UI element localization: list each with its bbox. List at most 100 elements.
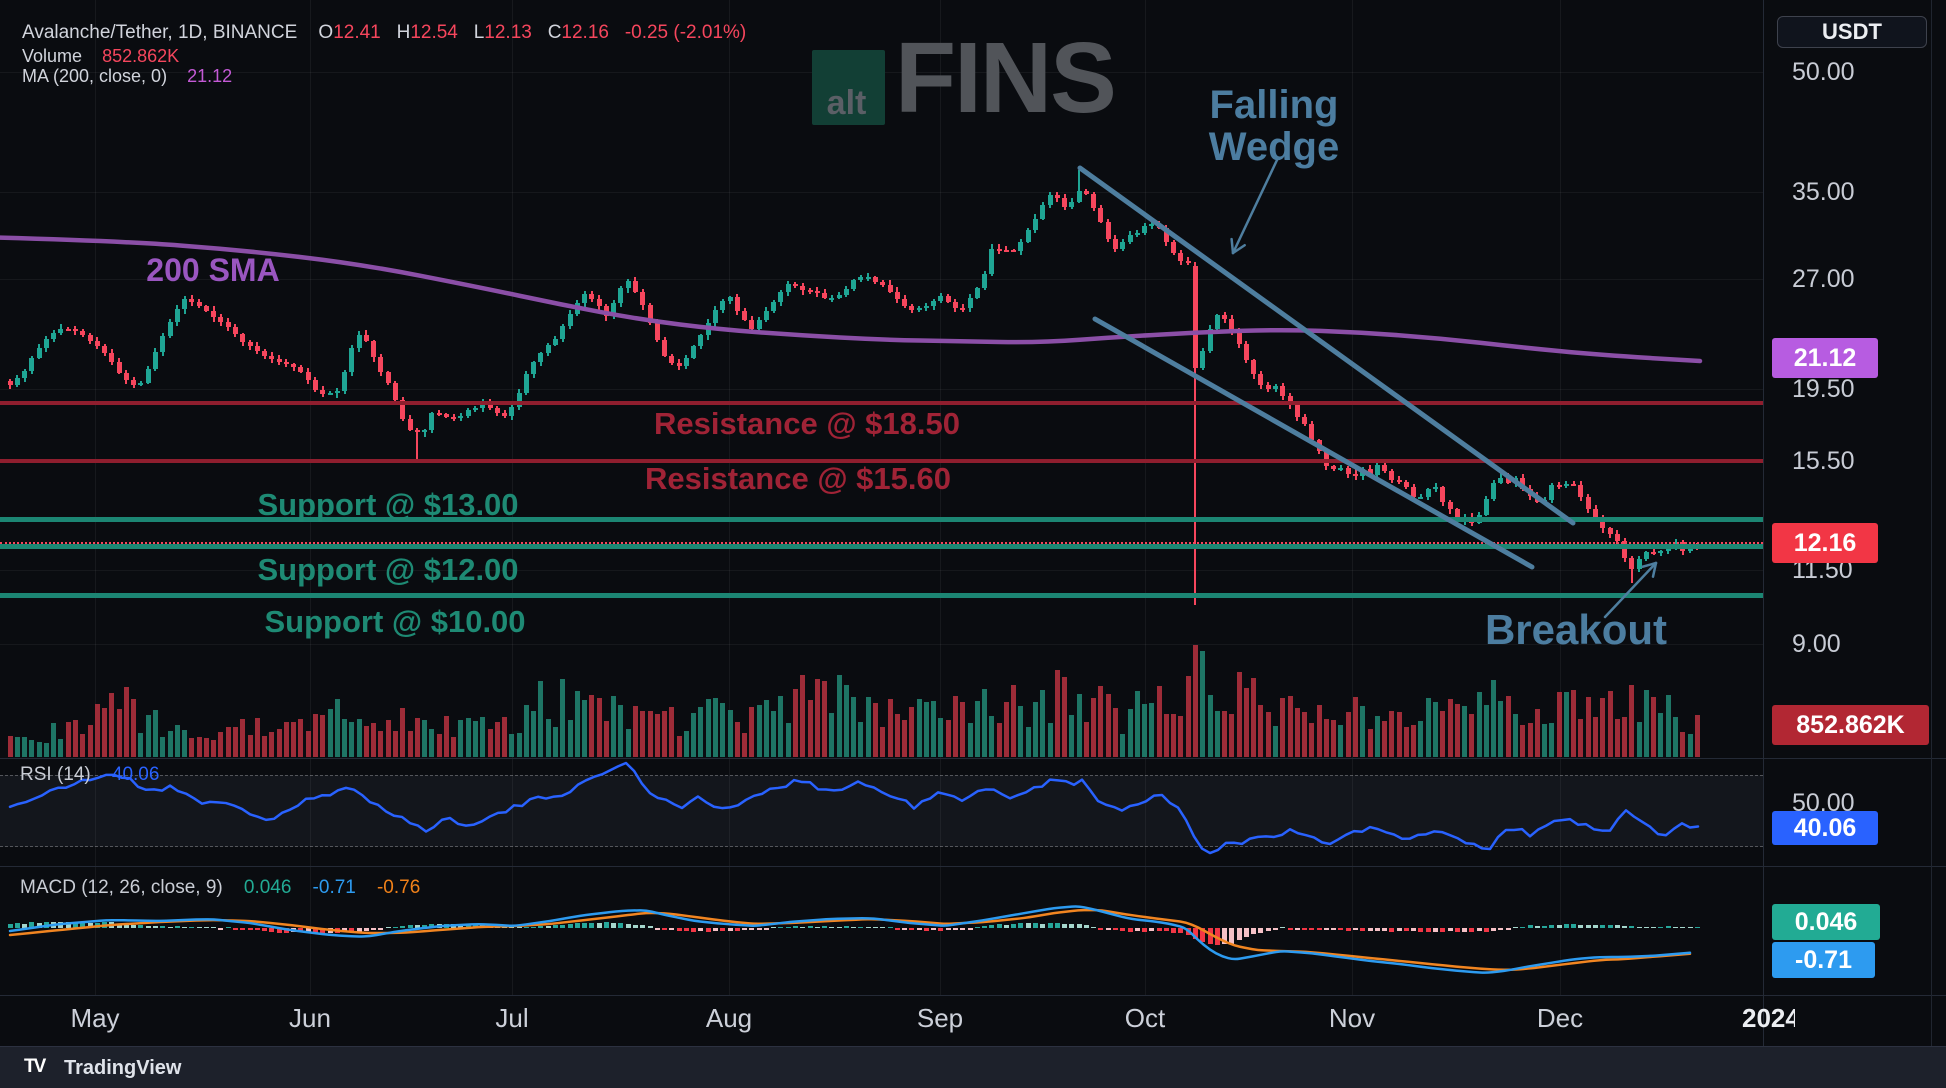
candle [429,413,435,431]
falling-wedge-annotation[interactable]: Falling Wedge [1209,84,1339,168]
volume-bar [887,699,893,757]
volume-bar [327,709,333,757]
price-axis-label: 9.00 [1792,630,1841,658]
time-axis[interactable]: May Jun Jul Aug Sep Oct Nov Dec 2024 [0,995,1946,1046]
macd-histogram-bar [276,928,282,933]
symbol-legend-row[interactable]: Avalanche/Tether, 1D, BINANCE O12.41 H12… [22,22,746,44]
volume-legend-row[interactable]: Volume 852.862K [22,46,179,67]
low-value: 12.13 [484,22,532,43]
vertical-gridline [512,0,513,995]
macd-histogram-bar [1287,928,1293,930]
macd-histogram-bar [560,924,566,928]
candle [1294,404,1300,417]
macd-histogram-bar [1534,926,1540,928]
candle [102,345,108,353]
volume-bar [72,719,78,757]
volume-bar [1091,697,1097,757]
price-axis-label: 27.00 [1792,265,1855,293]
candle [116,361,122,374]
candle [334,391,340,394]
macd-histogram-bar [567,923,573,928]
volume-bar [938,718,944,757]
macd-histogram-bar [94,922,100,928]
candle [1142,226,1148,233]
macd-histogram-bar [1396,928,1402,932]
candle [1433,487,1438,490]
macd-histogram-bar [1120,928,1126,931]
macd-histogram-bar [458,925,464,928]
macd-histogram-bar [720,928,726,932]
breakout-annotation[interactable]: Breakout [1485,607,1667,652]
volume-bar [436,734,442,757]
tradingview-brand-link[interactable]: TradingView [64,1057,182,1079]
ma-legend-row[interactable]: MA (200, close, 0) 21.12 [22,66,232,87]
volume-bar [218,732,224,757]
macd-histogram-bar [814,926,820,928]
pane-separator[interactable] [0,758,1946,759]
macd-histogram-bar [785,926,791,928]
macd-histogram-bar [1178,928,1184,934]
candle [356,334,362,348]
tradingview-logo-icon[interactable]: TV [24,1056,46,1077]
volume-bar [1614,718,1620,757]
candle [1353,473,1358,476]
pane-separator[interactable] [0,866,1946,867]
macd-value: 0.046 [243,877,292,898]
ma-value: 21.12 [187,66,233,86]
volume-bar [1192,645,1198,757]
wedge-lower-trendline [1092,316,1535,570]
macd-histogram-bar [1542,925,1548,928]
falling-wedge-line2: Wedge [1208,125,1340,169]
macd-histogram-bar [298,928,304,933]
macd-histogram-bar [902,928,908,930]
macd-histogram-bar [916,928,922,930]
sma-annotation-text: 200 SMA [146,252,280,288]
candle [65,328,71,331]
volume-bar [829,713,835,757]
volume-label: Volume [22,46,83,66]
volume-bar [131,699,137,757]
macd-histogram-bar [320,928,326,934]
candle-wick [423,428,426,437]
candle [902,299,908,307]
candle [1120,242,1126,249]
volume-bar [262,735,268,757]
volume-bar [698,707,704,757]
volume-bar [189,737,195,757]
macd-legend[interactable]: MACD (12, 26, close, 9) 0.046 -0.71 -0.7… [20,877,420,899]
candle [22,370,28,378]
macd-histogram-bar [1571,923,1577,928]
candle [1425,489,1431,497]
currency-toggle-button[interactable]: USDT [1777,16,1927,48]
candle [189,299,195,303]
volume-bar [1054,670,1060,757]
macd-histogram-bar [1462,928,1468,932]
candle [480,402,486,408]
candle [254,346,260,352]
volume-bar [480,717,486,757]
sma-annotation[interactable]: 200 SMA [146,252,280,288]
candle [640,291,646,305]
rsi-legend[interactable]: RSI (14) 40.06 [20,764,159,786]
macd-histogram-bar [836,926,842,928]
candle [1236,331,1242,345]
vertical-gridline [940,0,941,995]
volume-bar [1673,717,1679,757]
macd-histogram-bar [43,921,49,928]
macd-histogram-bar [262,928,268,931]
macd-histogram-bar [102,922,108,928]
support-line [0,544,1763,549]
volume-bar [1585,697,1591,757]
volume-bar [1411,724,1417,757]
candle [742,310,748,320]
macd-histogram-bar [247,928,253,931]
falling-wedge-arrow-head [1231,243,1246,255]
candle [909,306,915,311]
candle [342,371,348,392]
candle [218,316,224,323]
candle [458,416,464,419]
close-value: 12.16 [561,22,609,43]
volume-bar [545,719,551,757]
candle [1418,496,1424,499]
volume-bar [727,709,733,757]
